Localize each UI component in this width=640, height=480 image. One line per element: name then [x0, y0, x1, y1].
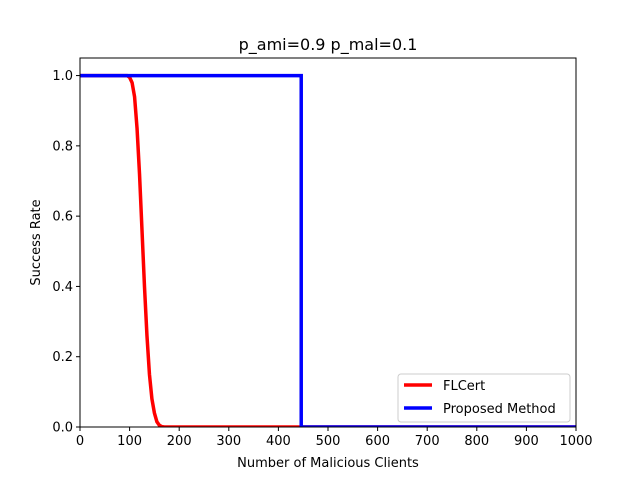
series-line-flcert: [80, 73, 576, 427]
x-tick-label: 400: [266, 434, 291, 449]
x-tick-label: 900: [514, 434, 539, 449]
x-tick-label: 500: [316, 434, 341, 449]
y-tick-label: 0.8: [52, 139, 73, 154]
y-tick-label: 1.0: [52, 69, 73, 84]
x-tick-label: 800: [464, 434, 489, 449]
legend-label-flcert: FLCert: [443, 379, 485, 394]
legend: FLCert Proposed Method: [397, 373, 571, 423]
y-axis: 0.0 0.2 0.4 0.6 0.8 1.0: [52, 69, 80, 436]
x-tick-label: 0: [76, 434, 84, 449]
y-tick-label: 0.0: [52, 421, 73, 436]
x-tick-label: 600: [365, 434, 390, 449]
x-tick-label: 1000: [559, 434, 592, 449]
series-line-proposed-method: [80, 73, 576, 427]
x-tick-label: 700: [415, 434, 440, 449]
y-tick-label: 0.6: [52, 210, 73, 225]
legend-box: [397, 373, 571, 423]
x-axis: 0 100 200 300 400 500 600 700 800 900 1000: [76, 427, 593, 449]
legend-label-proposed-method: Proposed Method: [443, 402, 556, 417]
y-tick-label: 0.2: [52, 350, 73, 365]
series-layer: [80, 73, 576, 427]
y-axis-label: Success Rate: [29, 199, 44, 285]
x-tick-label: 200: [167, 434, 192, 449]
x-axis-label: Number of Malicious Clients: [237, 456, 419, 471]
y-tick-label: 0.4: [52, 280, 73, 295]
x-tick-label: 300: [216, 434, 241, 449]
x-tick-label: 100: [117, 434, 142, 449]
chart-title: p_ami=0.9 p_mal=0.1: [239, 35, 418, 55]
